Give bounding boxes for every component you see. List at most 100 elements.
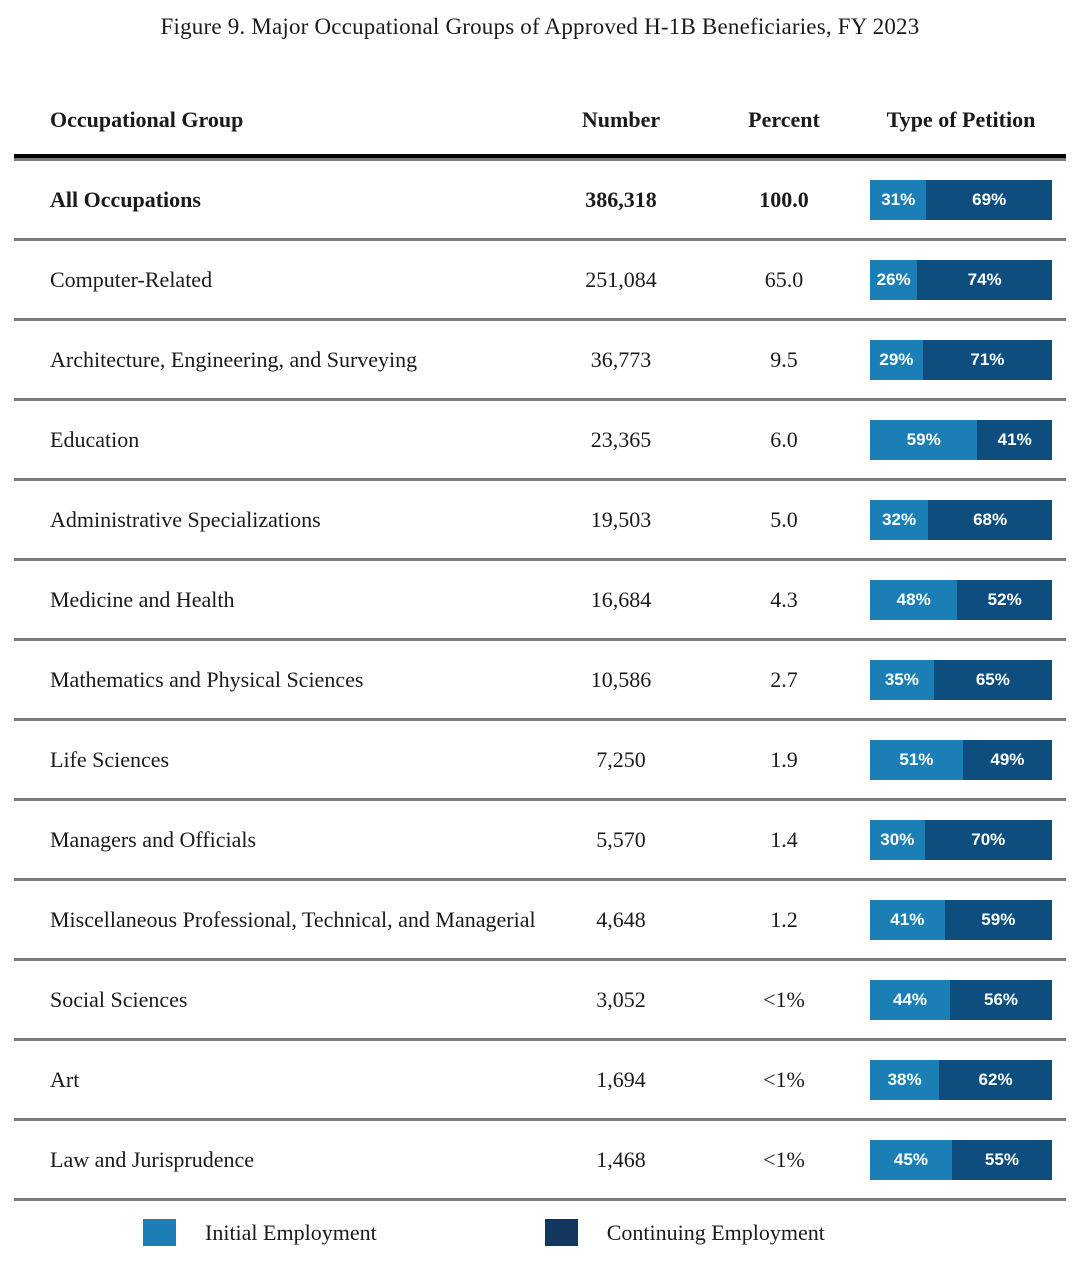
initial-percent-label: 41% bbox=[890, 909, 925, 929]
row-percent-value: 100.0 bbox=[759, 186, 809, 212]
continuing-employment-swatch bbox=[544, 1219, 578, 1246]
initial-percent-label: 35% bbox=[884, 669, 919, 689]
continuing-percent-label: 69% bbox=[972, 189, 1007, 209]
table-header-row: Occupational Group Number Percent Type o… bbox=[14, 86, 1066, 158]
initial-percent-label: 48% bbox=[896, 589, 931, 609]
legend-label-initial: Initial Employment bbox=[205, 1219, 377, 1245]
row-percent-value: 1.2 bbox=[770, 906, 798, 932]
row-petition-cell: 29% 71% bbox=[870, 339, 1052, 380]
row-percent-value: 2.7 bbox=[770, 666, 798, 692]
row-petition-cell: 35% 65% bbox=[870, 659, 1052, 700]
row-petition-cell: 41% 59% bbox=[870, 899, 1052, 940]
table-row: Education 23,365 6.0 59% 41% bbox=[14, 398, 1066, 478]
continuing-percent-label: 55% bbox=[984, 1149, 1019, 1169]
initial-percent-label: 38% bbox=[887, 1069, 922, 1089]
initial-percent-label: 59% bbox=[906, 429, 941, 449]
petition-bar-continuing-segment: 74% bbox=[917, 259, 1052, 300]
row-group-label: Medicine and Health bbox=[50, 586, 235, 612]
row-group-label: Administrative Specializations bbox=[50, 506, 321, 532]
continuing-percent-label: 68% bbox=[973, 509, 1008, 529]
table-row: Life Sciences 7,250 1.9 51% 49% bbox=[14, 718, 1066, 798]
col-header-number: Number bbox=[581, 107, 661, 133]
petition-stacked-bar: 44% 56% bbox=[870, 979, 1052, 1020]
continuing-percent-label: 74% bbox=[967, 269, 1002, 289]
row-number-value: 36,773 bbox=[590, 346, 652, 372]
initial-employment-swatch bbox=[143, 1219, 176, 1246]
col-header-type-of-petition: Type of Petition bbox=[886, 107, 1036, 133]
row-petition-cell: 48% 52% bbox=[870, 579, 1052, 620]
table-row: Art 1,694 <1% 38% 62% bbox=[14, 1038, 1066, 1118]
row-number-value: 7,250 bbox=[596, 746, 646, 772]
initial-percent-label: 29% bbox=[879, 349, 914, 369]
petition-bar-continuing-segment: 56% bbox=[950, 979, 1052, 1020]
petition-stacked-bar: 31% 69% bbox=[870, 179, 1052, 220]
row-number-value: 1,468 bbox=[596, 1146, 646, 1172]
row-petition-cell: 32% 68% bbox=[870, 499, 1052, 540]
col-header-occupational-group: Occupational Group bbox=[50, 107, 244, 133]
table-row: Architecture, Engineering, and Surveying… bbox=[14, 318, 1066, 398]
row-percent-value: <1% bbox=[763, 1146, 805, 1172]
petition-bar-initial-segment: 35% bbox=[870, 659, 934, 700]
row-percent-value: 6.0 bbox=[770, 426, 798, 452]
initial-percent-label: 26% bbox=[876, 269, 911, 289]
col-header-percent: Percent bbox=[748, 107, 820, 133]
continuing-percent-label: 56% bbox=[984, 989, 1019, 1009]
continuing-percent-label: 70% bbox=[971, 829, 1006, 849]
continuing-percent-label: 59% bbox=[981, 909, 1016, 929]
table-row: Mathematics and Physical Sciences 10,586… bbox=[14, 638, 1066, 718]
row-number-value: 23,365 bbox=[590, 426, 652, 452]
petition-stacked-bar: 51% 49% bbox=[870, 739, 1052, 780]
row-group-label: Miscellaneous Professional, Technical, a… bbox=[50, 906, 536, 932]
row-percent-value: 1.9 bbox=[770, 746, 798, 772]
row-group-label: Architecture, Engineering, and Surveying bbox=[50, 346, 418, 372]
row-petition-cell: 51% 49% bbox=[870, 739, 1052, 780]
occupations-table: Occupational Group Number Percent Type o… bbox=[14, 86, 1066, 1201]
row-group-label: Art bbox=[50, 1066, 80, 1092]
petition-bar-initial-segment: 30% bbox=[870, 819, 925, 860]
row-percent-value: 5.0 bbox=[770, 506, 798, 532]
petition-bar-initial-segment: 59% bbox=[870, 419, 978, 460]
continuing-percent-label: 52% bbox=[987, 589, 1022, 609]
row-petition-cell: 26% 74% bbox=[870, 259, 1052, 300]
petition-bar-initial-segment: 31% bbox=[870, 179, 927, 220]
petition-bar-initial-segment: 26% bbox=[870, 259, 918, 300]
row-petition-cell: 31% 69% bbox=[870, 179, 1052, 220]
petition-stacked-bar: 48% 52% bbox=[870, 579, 1052, 620]
row-percent-value: 65.0 bbox=[764, 266, 804, 292]
initial-percent-label: 30% bbox=[880, 829, 915, 849]
row-petition-cell: 30% 70% bbox=[870, 819, 1052, 860]
petition-bar-continuing-segment: 69% bbox=[926, 179, 1052, 220]
row-number-value: 3,052 bbox=[596, 986, 646, 1012]
row-number-value: 5,570 bbox=[596, 826, 646, 852]
row-group-label: Managers and Officials bbox=[50, 826, 257, 852]
petition-stacked-bar: 30% 70% bbox=[870, 819, 1052, 860]
petition-bar-continuing-segment: 49% bbox=[962, 739, 1052, 780]
continuing-percent-label: 65% bbox=[975, 669, 1010, 689]
petition-bar-initial-segment: 38% bbox=[870, 1059, 940, 1100]
initial-percent-label: 32% bbox=[882, 509, 917, 529]
table-row: Social Sciences 3,052 <1% 44% 56% bbox=[14, 958, 1066, 1038]
petition-bar-continuing-segment: 59% bbox=[944, 899, 1052, 940]
petition-bar-initial-segment: 44% bbox=[870, 979, 951, 1020]
table-body: All Occupations 386,318 100.0 31% 69% Co… bbox=[14, 158, 1066, 1198]
petition-stacked-bar: 38% 62% bbox=[870, 1059, 1052, 1100]
legend: Initial Employment Continuing Employment bbox=[0, 1219, 1080, 1246]
initial-percent-label: 51% bbox=[899, 749, 934, 769]
row-percent-value: 1.4 bbox=[770, 826, 798, 852]
row-number-value: 1,694 bbox=[596, 1066, 646, 1092]
table-row: Computer-Related 251,084 65.0 26% 74% bbox=[14, 238, 1066, 318]
petition-bar-continuing-segment: 55% bbox=[951, 1139, 1052, 1180]
petition-stacked-bar: 35% 65% bbox=[870, 659, 1052, 700]
row-percent-value: 9.5 bbox=[770, 346, 798, 372]
petition-stacked-bar: 41% 59% bbox=[870, 899, 1052, 940]
petition-stacked-bar: 32% 68% bbox=[870, 499, 1052, 540]
petition-stacked-bar: 45% 55% bbox=[870, 1139, 1052, 1180]
row-number-value: 10,586 bbox=[590, 666, 652, 692]
row-petition-cell: 38% 62% bbox=[870, 1059, 1052, 1100]
petition-bar-initial-segment: 51% bbox=[870, 739, 963, 780]
row-petition-cell: 59% 41% bbox=[870, 419, 1052, 460]
initial-percent-label: 44% bbox=[893, 989, 928, 1009]
row-percent-value: <1% bbox=[763, 986, 805, 1012]
row-group-label: All Occupations bbox=[50, 186, 201, 212]
petition-bar-continuing-segment: 70% bbox=[924, 819, 1052, 860]
